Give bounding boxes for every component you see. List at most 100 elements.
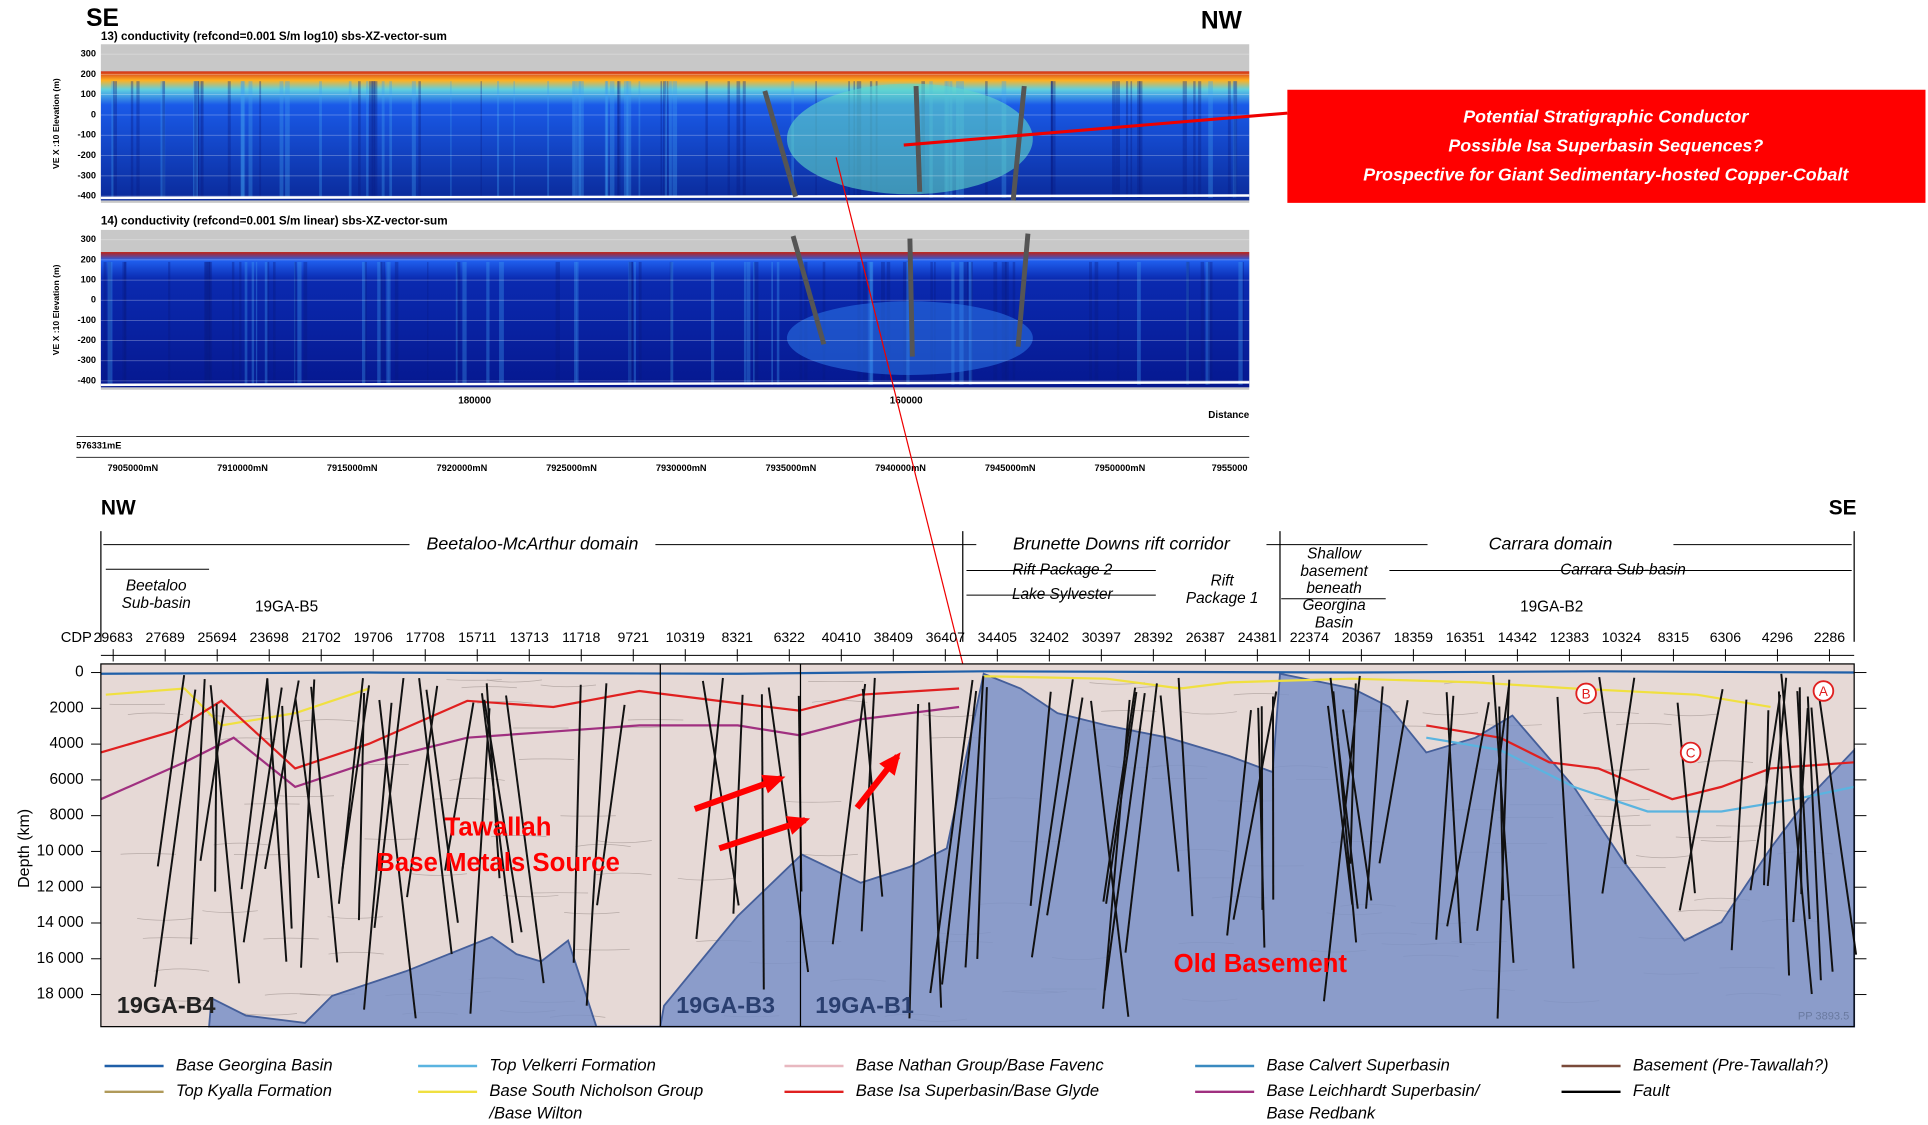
figure: SE NW 13) conductivity (refcond=0.001 S/m … — [0, 0, 1928, 1125]
cdp-tick-label: 15711 — [458, 629, 496, 645]
distance-tick-label: 180000 — [458, 395, 491, 406]
cdp-tick-label: 18359 — [1394, 629, 1433, 645]
streak — [1130, 81, 1132, 198]
streak — [113, 81, 117, 198]
streak — [1198, 81, 1201, 198]
streak — [1126, 81, 1128, 198]
y-tick-label: 200 — [81, 254, 96, 264]
streak — [389, 81, 392, 198]
plate-number: PP 3893.5 — [1798, 1011, 1849, 1023]
annotation: Base Metals Source — [376, 849, 620, 877]
northing-tick-label: 7940000mN — [875, 463, 926, 473]
cdp-tick-label: 36407 — [926, 629, 965, 645]
streak — [418, 81, 421, 198]
cdp-tick-label: 34405 — [978, 629, 1017, 645]
seismic-line-name: 19GA-B4 — [117, 992, 216, 1018]
northing-tick-label: 7910000mN — [217, 463, 268, 473]
cdp-tick-label: 10324 — [1602, 629, 1641, 645]
y-tick-label: 300 — [81, 49, 96, 59]
streak — [574, 81, 578, 198]
streak — [639, 81, 641, 198]
streak — [382, 81, 385, 198]
streak — [319, 81, 322, 198]
y-tick-label: 100 — [81, 275, 96, 285]
cdp-tick-label: 16351 — [1446, 629, 1485, 645]
northing-tick-label: 7920000mN — [436, 463, 487, 473]
streak — [358, 81, 361, 198]
cdp-tick-label: 38409 — [874, 629, 913, 645]
subdomain-label: Georgina — [1302, 597, 1366, 614]
y-tick-label: -200 — [78, 335, 96, 345]
streak — [618, 81, 621, 198]
streak — [661, 81, 662, 198]
panel-title: 14) conductivity (refcond=0.001 S/m line… — [101, 214, 448, 227]
subdomain-label: basement — [1300, 563, 1368, 580]
northing-tick-label: 7925000mN — [546, 463, 597, 473]
streak — [450, 81, 451, 198]
streak — [665, 81, 667, 198]
callout-text: Potential Stratigraphic Conductor — [1463, 107, 1749, 127]
y-tick-label: -300 — [78, 355, 96, 365]
streak — [197, 81, 198, 198]
cdp-tick-label: 27689 — [146, 629, 185, 645]
depth-tick-label: 12 000 — [37, 878, 84, 895]
cdp-tick-label: 28392 — [1134, 629, 1173, 645]
cdp-tick-label: 12383 — [1550, 629, 1589, 645]
marker-label: A — [1819, 684, 1828, 699]
subdomain-label: Shallow — [1307, 546, 1362, 563]
subdomain-label: beneath — [1306, 580, 1362, 597]
cdp-tick-label: 6306 — [1710, 629, 1742, 645]
cdp-tick-label: 32402 — [1030, 629, 1069, 645]
depth-axis-label: Depth (km) — [16, 809, 33, 888]
y-tick-label: 0 — [91, 109, 96, 119]
legend-label: Basement (Pre-Tawallah?) — [1633, 1055, 1829, 1074]
subdomain-label: Beetaloo — [126, 578, 187, 595]
cdp-tick-label: 4296 — [1762, 629, 1794, 645]
legend-label: Base Nathan Group/Base Favenc — [856, 1055, 1105, 1074]
cdp-tick-label: 26387 — [1186, 629, 1225, 645]
streak — [606, 81, 608, 198]
y-tick-label: 300 — [81, 234, 96, 244]
legend-label: Top Kyalla Formation — [176, 1081, 332, 1100]
domain-label: Carrara domain — [1489, 533, 1613, 553]
legend-label: /Base Wilton — [488, 1103, 582, 1122]
cdp-tick-label: 29683 — [94, 629, 133, 645]
cdp-tick-label: 13713 — [510, 629, 549, 645]
streak — [1193, 81, 1195, 198]
streak — [228, 81, 231, 198]
cdp-tick-label: 30397 — [1082, 629, 1121, 645]
y-tick-label: 100 — [81, 89, 96, 99]
streak — [280, 81, 284, 198]
depth-tick-label: 6000 — [50, 771, 84, 788]
legend-label: Top Velkerri Formation — [489, 1055, 655, 1074]
streak — [728, 81, 730, 198]
domain-label: Brunette Downs rift corridor — [1013, 533, 1231, 553]
streak — [667, 81, 668, 198]
streak — [743, 81, 746, 198]
cdp-tick-label: 19706 — [354, 629, 393, 645]
cdp-tick-label: 17708 — [406, 629, 445, 645]
y-tick-label: 0 — [91, 295, 96, 305]
y-axis-label: VE X :10 Elevation (m) — [51, 264, 61, 355]
streak — [259, 81, 261, 198]
streak — [373, 81, 377, 198]
streak — [1228, 81, 1231, 198]
y-tick-label: -100 — [78, 130, 96, 140]
domain-label: Beetaloo-McArthur domain — [427, 533, 639, 553]
direction: SE — [86, 5, 119, 32]
seismic-line-name: 19GA-B3 — [676, 992, 775, 1018]
depth-tick-label: 14 000 — [37, 914, 84, 931]
seismic-line-name: 19GA-B1 — [815, 992, 914, 1018]
streak — [1112, 81, 1115, 198]
northing-tick-label: 7935000mN — [766, 463, 817, 473]
streak — [673, 81, 678, 198]
legend-label: Base Redbank — [1266, 1103, 1375, 1122]
panel-title: 13) conductivity (refcond=0.001 S/m log1… — [101, 30, 447, 43]
legend-label: Base Calvert Superbasin — [1266, 1055, 1449, 1074]
streak — [1233, 81, 1237, 198]
streak — [1208, 81, 1213, 198]
direction: NW — [1201, 8, 1243, 35]
legend-label: Fault — [1633, 1081, 1671, 1100]
direction: NW — [101, 497, 136, 520]
cdp-tick-label: 11718 — [562, 629, 600, 645]
